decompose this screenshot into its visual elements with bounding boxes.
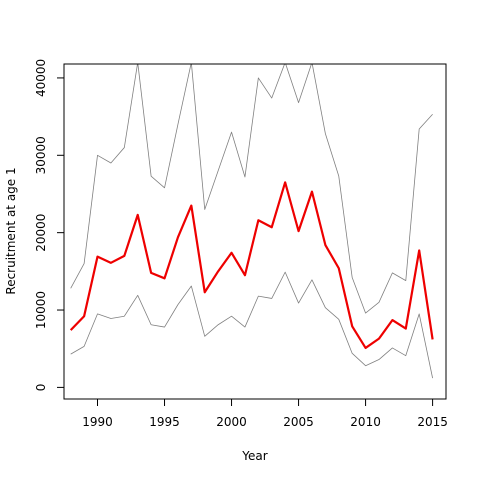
y-tick-label: 40000: [34, 59, 48, 97]
y-tick-label: 10000: [34, 291, 48, 329]
plot-frame: [63, 63, 447, 400]
x-tick-label: 1990: [82, 415, 113, 429]
x-tick-label: 1995: [149, 415, 180, 429]
y-tick-label: 20000: [34, 214, 48, 252]
series-line-estimate: [69, 181, 434, 350]
x-tick-label: 2010: [350, 415, 381, 429]
x-tick-label: 2015: [417, 415, 448, 429]
series-layer: [69, 64, 434, 379]
x-tick-label: 2005: [283, 415, 314, 429]
y-axis: 0 10000 20000 30000 40000: [34, 59, 64, 391]
y-tick-label: 0: [34, 384, 48, 392]
series-line-lower: [70, 271, 433, 379]
x-tick-label: 2000: [216, 415, 247, 429]
x-axis-label: Year: [241, 449, 267, 463]
x-axis: 1990 1995 2000 2005 2010 2015: [82, 399, 448, 429]
y-tick-label: 30000: [34, 136, 48, 174]
y-axis-label: Recruitment at age 1: [4, 167, 18, 294]
series-line-upper: [70, 64, 433, 314]
